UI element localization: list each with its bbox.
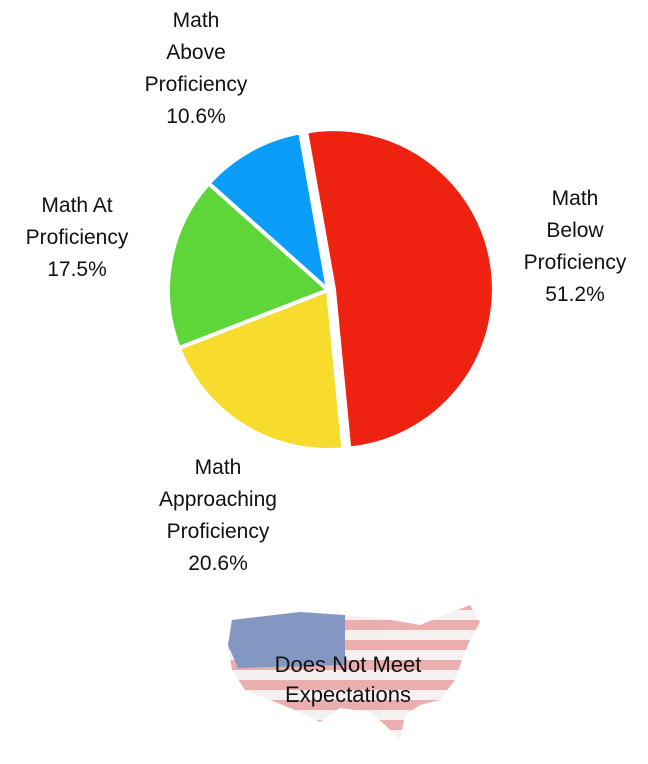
slice-label: Math At Proficiency 17.5% — [26, 190, 129, 286]
slice-label: Math Approaching Proficiency 20.6% — [159, 452, 277, 580]
pie-slice — [166, 181, 330, 351]
category-label: Math Above Proficiency — [144, 9, 248, 96]
value-label: 20.6% — [188, 552, 248, 575]
value-label: 10.6% — [166, 105, 226, 128]
category-label: Math Below Proficiency — [523, 187, 627, 274]
us-flag-map — [228, 605, 480, 740]
category-label: Math Approaching Proficiency — [159, 456, 277, 543]
pie-slice — [176, 288, 346, 452]
value-label: 17.5% — [47, 258, 107, 281]
slice-label: Math Below Proficiency 51.2% — [524, 183, 627, 311]
pie-slice — [206, 130, 330, 292]
category-label: Math At Proficiency — [25, 194, 129, 249]
value-label: 51.2% — [545, 283, 605, 306]
slice-label: Math Above Proficiency 10.6% — [145, 5, 248, 133]
pie — [166, 127, 496, 452]
pie-slice — [304, 127, 496, 451]
annotation: Does Not Meet Expectations — [274, 652, 422, 707]
